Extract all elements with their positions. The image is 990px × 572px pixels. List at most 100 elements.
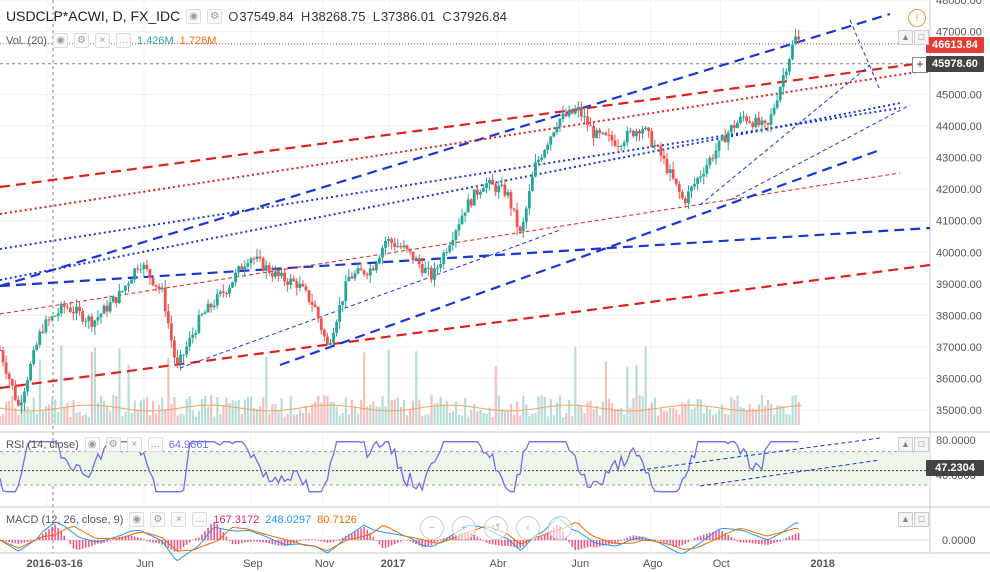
macd-histogram-bar xyxy=(390,540,393,546)
volume-bar xyxy=(534,412,537,425)
candle-body xyxy=(534,162,537,177)
volume-bar xyxy=(341,412,344,425)
macd-histogram-bar xyxy=(666,540,668,544)
volume-bar xyxy=(430,395,433,425)
more-icon[interactable]: … xyxy=(115,33,131,48)
volume-bar xyxy=(656,415,660,425)
zoom-out-icon[interactable]: − xyxy=(420,516,444,540)
macd-histogram-bar xyxy=(234,540,237,545)
price-tick-label: 39000.00 xyxy=(936,279,982,291)
pane-up-icon[interactable]: ▲ xyxy=(898,512,913,527)
close-icon[interactable]: × xyxy=(171,512,187,527)
macd-histogram-bar xyxy=(158,540,160,544)
time-tick-label: Sep xyxy=(243,558,263,570)
volume-bar xyxy=(770,403,773,425)
settings-icon[interactable]: ⚙ xyxy=(73,33,89,48)
macd-histogram-bar xyxy=(360,528,362,541)
volume-bar xyxy=(461,415,464,425)
volume-bar xyxy=(610,403,614,425)
candle-body xyxy=(739,116,742,123)
candle-body xyxy=(145,264,149,270)
settings-icon[interactable]: ⚙ xyxy=(207,8,223,24)
candle-body xyxy=(75,306,78,314)
macd-histogram-bar xyxy=(718,530,720,541)
more-icon[interactable]: … xyxy=(192,512,208,527)
scroll-left-icon[interactable]: ‹ xyxy=(516,516,540,540)
volume-bar xyxy=(158,405,161,425)
candle-body xyxy=(665,158,669,174)
macd-histogram-bar xyxy=(29,540,32,542)
volume-bar xyxy=(133,400,136,425)
candle-body xyxy=(359,268,363,271)
volume-bar xyxy=(90,351,93,425)
macd-histogram-bar xyxy=(635,535,638,541)
macd-histogram-bar xyxy=(653,539,656,541)
candle-body xyxy=(509,192,513,209)
volume-bar xyxy=(699,399,702,425)
volume-bar xyxy=(684,403,687,425)
candle-body xyxy=(515,209,519,228)
eye-icon[interactable]: ◉ xyxy=(84,437,100,452)
candle-body xyxy=(466,199,470,213)
pane-maximize-icon[interactable]: □ xyxy=(914,30,929,45)
close-icon[interactable]: × xyxy=(94,33,110,48)
volume-bar xyxy=(350,400,354,425)
candle-body xyxy=(494,184,498,193)
settings-icon[interactable]: ⚙ xyxy=(150,512,166,527)
volume-bar xyxy=(724,413,727,425)
volume-bar xyxy=(418,399,421,425)
macd-histogram-bar xyxy=(225,536,228,541)
candle-body xyxy=(261,258,265,271)
candle-body xyxy=(393,242,397,248)
candle-body xyxy=(255,256,259,260)
volume-bar xyxy=(23,408,26,425)
settings-icon[interactable]: ⚙ xyxy=(105,437,121,452)
candle-body xyxy=(231,282,234,288)
trend-channel-line xyxy=(849,19,881,91)
macd-histogram-bar xyxy=(788,536,791,541)
macd-label: MACD (12, 26, close, 9) xyxy=(6,513,124,526)
pane-maximize-icon[interactable]: □ xyxy=(914,512,929,527)
candle-body xyxy=(723,135,727,143)
eye-icon[interactable]: ◉ xyxy=(52,33,68,48)
volume-bar xyxy=(182,414,185,425)
macd-histogram-bar xyxy=(375,540,378,541)
more-icon[interactable]: … xyxy=(147,437,163,452)
candle-body xyxy=(332,332,335,343)
volume-bar xyxy=(360,399,363,425)
eye-icon[interactable]: ◉ xyxy=(129,512,145,527)
pane-up-icon[interactable]: ▲ xyxy=(898,437,913,452)
close-icon[interactable]: × xyxy=(126,437,142,452)
reset-chart-icon[interactable]: ↺ xyxy=(484,516,508,540)
volume-bar xyxy=(142,399,146,425)
scroll-right-icon[interactable]: › xyxy=(548,516,572,540)
macd-histogram-bar xyxy=(583,540,586,549)
pane-up-icon[interactable]: ▲ xyxy=(898,30,913,45)
candle-body xyxy=(157,286,161,290)
candle-body xyxy=(105,305,109,312)
volume-bar xyxy=(191,410,194,425)
candle-body xyxy=(454,230,458,240)
volume-bar xyxy=(213,416,216,425)
macd-histogram-bar xyxy=(678,540,681,547)
volume-bar xyxy=(718,409,721,425)
macd-histogram-bar xyxy=(794,533,797,541)
alert-icon[interactable]: ! xyxy=(908,9,926,27)
trend-channel-line xyxy=(179,229,561,369)
candle-body xyxy=(555,126,559,133)
volume-bar xyxy=(387,349,390,425)
volume-bar xyxy=(730,397,733,425)
symbol-legend: USDCLP*ACWI, D, FX_IDC ◉ ⚙ O37549.84 H38… xyxy=(6,8,507,24)
price-tick-label: 43000.00 xyxy=(936,153,982,165)
zoom-in-icon[interactable]: + xyxy=(452,516,476,540)
macd-histogram-bar xyxy=(210,524,212,541)
macd-histogram-bar xyxy=(421,540,424,548)
volume-bar xyxy=(41,411,45,425)
pane-maximize-icon[interactable]: □ xyxy=(914,437,929,452)
candle-body xyxy=(65,306,69,308)
macd-histogram-bar xyxy=(75,540,78,550)
eye-icon[interactable]: ◉ xyxy=(186,8,202,24)
macd-histogram-bar xyxy=(516,540,518,548)
candle-body xyxy=(117,290,121,303)
